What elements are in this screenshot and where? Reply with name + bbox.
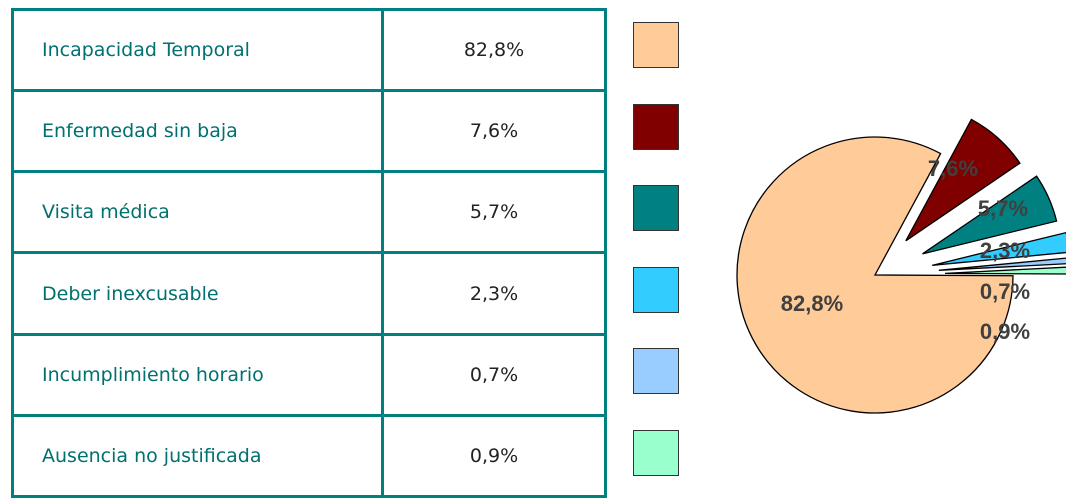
- slice-label: 0,7%: [980, 279, 1030, 304]
- category-cell: Incapacidad Temporal: [11, 7, 384, 93]
- category-cell: Ausencia no justificada: [11, 413, 384, 499]
- table-row: Deber inexcusable 2,3%: [11, 251, 607, 336]
- legend-swatch: [633, 429, 679, 476]
- category-cell: Deber inexcusable: [11, 251, 384, 336]
- value-cell: 7,6%: [381, 89, 607, 174]
- legend-swatch: [633, 103, 679, 150]
- value-cell: 82,8%: [381, 7, 607, 93]
- pie-slice: [938, 257, 1066, 271]
- value-cell: 0,9%: [381, 413, 607, 499]
- pie-slice: [905, 118, 1021, 242]
- table-row: Incapacidad Temporal 82,8%: [11, 7, 607, 93]
- table-row: Incumplimiento horario 0,7%: [11, 332, 607, 417]
- legend-swatch: [633, 348, 679, 394]
- slice-label: 7,6%: [928, 156, 978, 181]
- table-row: Enfermedad sin baja 7,6%: [11, 89, 607, 174]
- value-cell: 5,7%: [381, 170, 607, 255]
- slice-label: 5,7%: [978, 196, 1028, 221]
- category-cell: Visita médica: [11, 170, 384, 255]
- slice-label: 82,8%: [781, 291, 843, 316]
- legend-swatch: [633, 266, 679, 313]
- category-cell: Incumplimiento horario: [11, 332, 384, 417]
- legend-swatch: [633, 185, 679, 231]
- slice-label: 0,9%: [980, 319, 1030, 344]
- table-row: Visita médica 5,7%: [11, 170, 607, 255]
- legend-swatch: [633, 22, 679, 68]
- value-cell: 2,3%: [381, 251, 607, 336]
- table-row: Ausencia no justificada 0,9%: [11, 413, 607, 499]
- value-cell: 0,7%: [381, 332, 607, 417]
- pie-slice: [922, 175, 1058, 255]
- slice-label: 2,3%: [980, 238, 1030, 263]
- pie-slice: [736, 136, 1014, 414]
- data-table: Incapacidad Temporal 82,8% Enfermedad sin …: [11, 7, 607, 499]
- pie-slice: [944, 266, 1066, 275]
- category-cell: Enfermedad sin baja: [11, 89, 384, 174]
- pie-slice: [932, 231, 1066, 266]
